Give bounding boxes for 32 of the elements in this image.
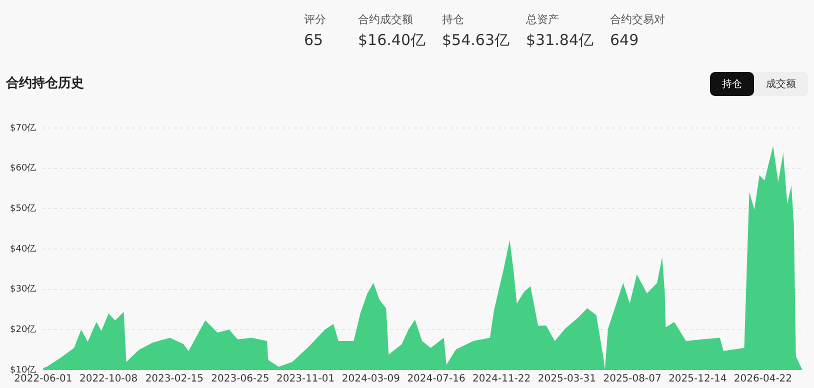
x-tick-label: 2024-03-09 [342,374,400,385]
x-tick-label: 2022-06-01 [14,374,72,385]
y-tick-label: $10亿 [10,364,36,376]
x-tick-label: 2023-11-01 [276,374,335,385]
text: 持仓 [442,12,465,27]
x-tick-label: 2023-02-15 [145,374,204,385]
text: 成交额 [765,78,797,92]
text: $16.40亿 [358,31,426,50]
text: 65 [304,31,324,49]
text: 合约交易对 [610,12,666,27]
chart-title: 合约持仓历史 [6,75,84,92]
text: 评分 [304,13,326,26]
x-tick-label: 2024-07-16 [407,374,466,385]
y-tick-label: $60亿 [10,162,36,174]
x-tick-label: 2022-10-08 [79,374,138,385]
y-tick-label: $20亿 [10,324,36,336]
y-tick-label: $70亿 [10,122,36,134]
text: 合约成交额 [358,12,414,27]
x-tick-label: 2025-08-07 [603,374,662,385]
text: $54.63亿 [442,31,510,50]
x-tick-label: 2023-06-25 [211,374,270,385]
x-tick-label: 2025-12-14 [668,374,727,385]
text: $31.84亿 [526,31,594,50]
y-tick-label: $30亿 [10,284,36,295]
text: 总资产 [526,12,560,27]
y-tick-label: $40亿 [10,243,36,254]
x-tick-label: 2025-03-31 [538,374,596,385]
x-tick-label: 2026-04-22 [734,374,792,385]
y-tick-label: $50亿 [10,203,36,214]
text: 649 [610,31,640,49]
x-tick-label: 2024-11-22 [472,374,531,385]
text: 持仓 [710,72,754,96]
